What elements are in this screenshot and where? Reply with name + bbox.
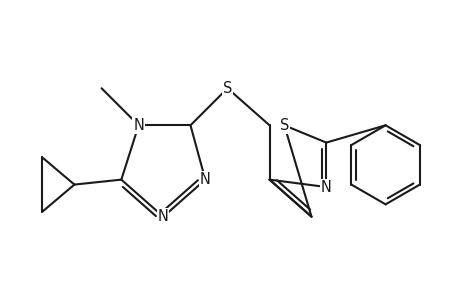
Text: N: N bbox=[320, 179, 331, 194]
Text: S: S bbox=[279, 118, 288, 133]
Text: N: N bbox=[157, 209, 168, 224]
Text: N: N bbox=[133, 118, 144, 133]
Text: N: N bbox=[199, 172, 210, 187]
Text: S: S bbox=[222, 81, 232, 96]
